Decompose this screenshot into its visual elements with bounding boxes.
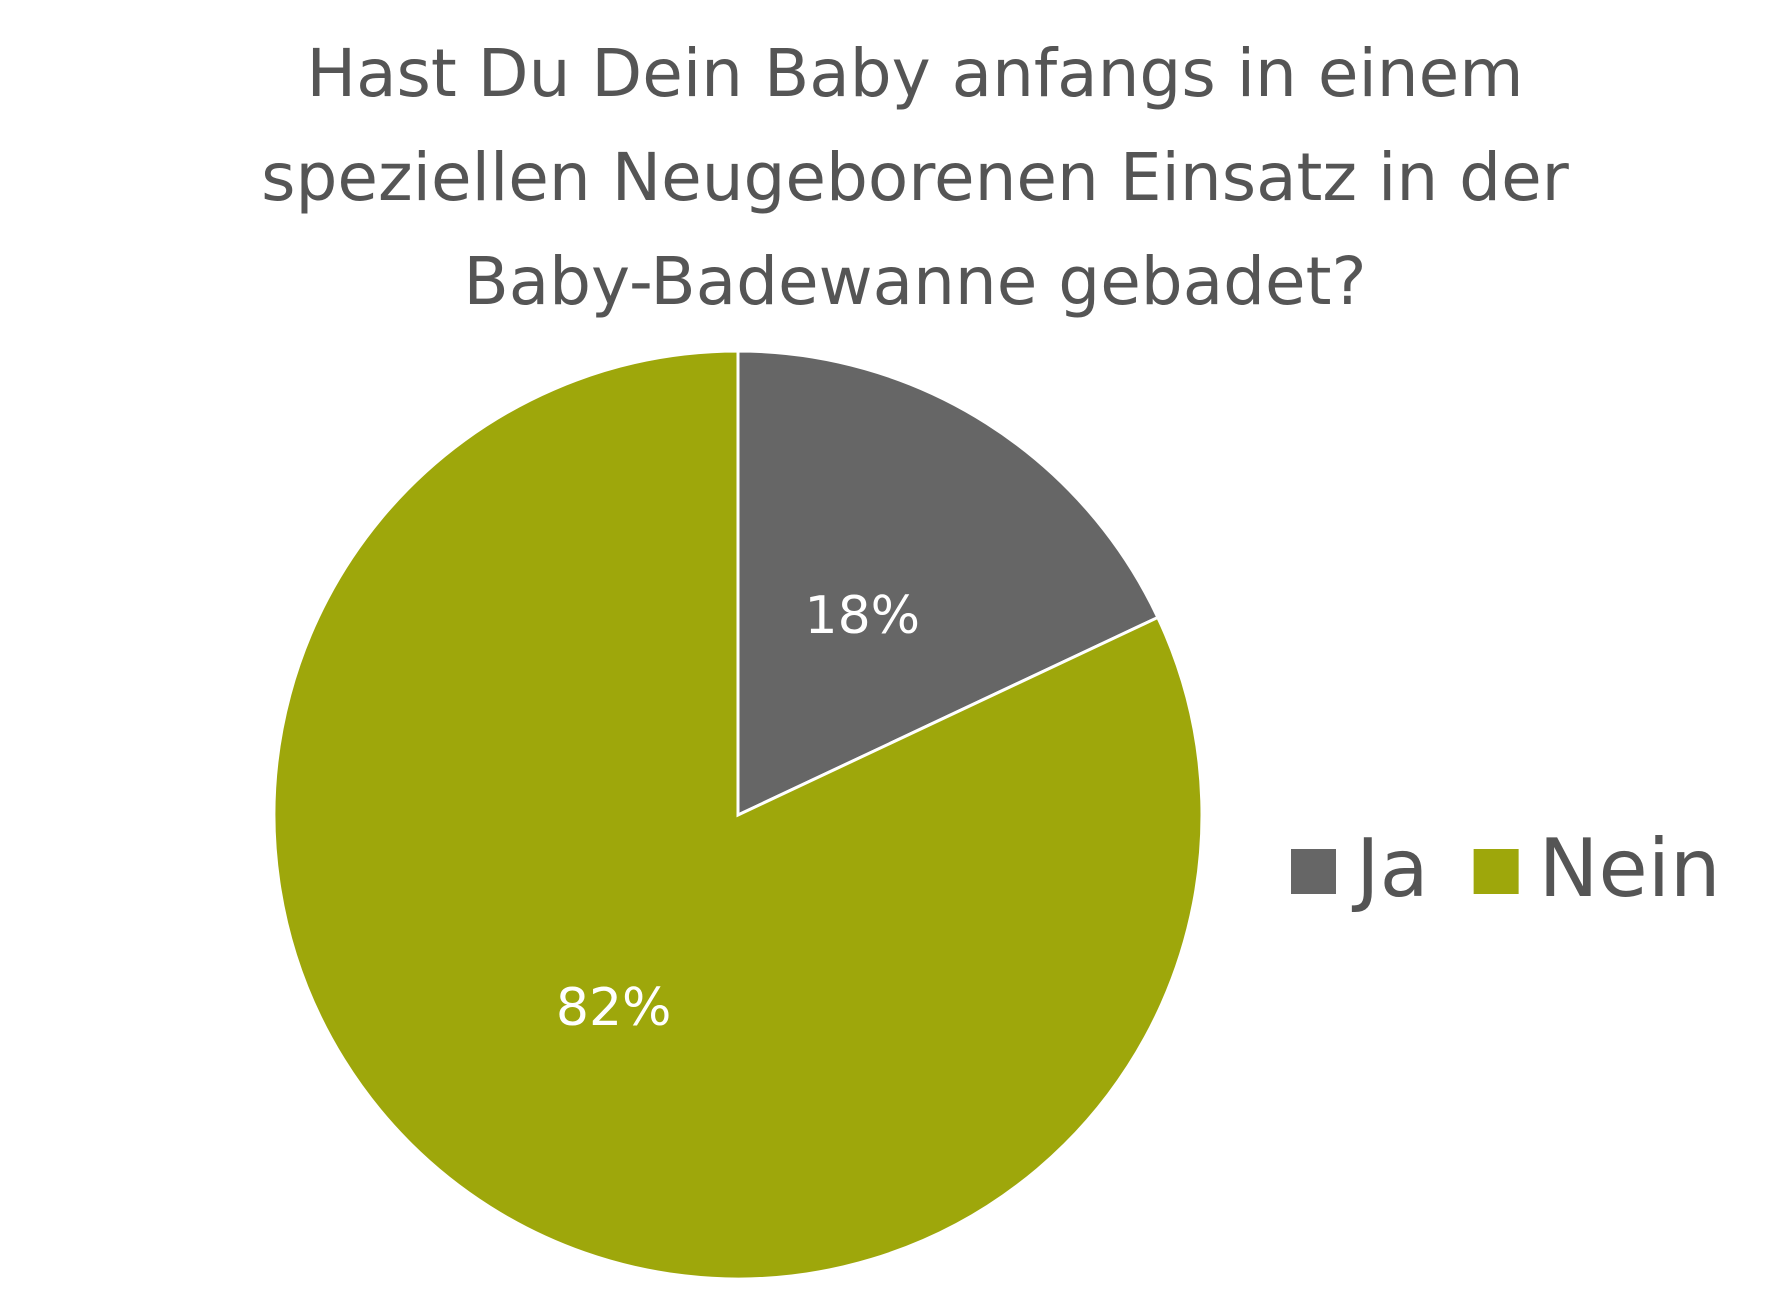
legend-label: Nein <box>1539 822 1721 915</box>
legend-label: Ja <box>1351 822 1429 915</box>
legend-swatch <box>1291 849 1336 894</box>
legend-swatch <box>1473 849 1519 894</box>
data-label: 18% <box>805 586 921 646</box>
pie-slice <box>736 349 1160 818</box>
chart-title: Hast Du Dein Baby anfangs in einem spezi… <box>261 35 1569 320</box>
data-label: 82% <box>556 978 672 1038</box>
pie-slice <box>272 349 1204 1281</box>
